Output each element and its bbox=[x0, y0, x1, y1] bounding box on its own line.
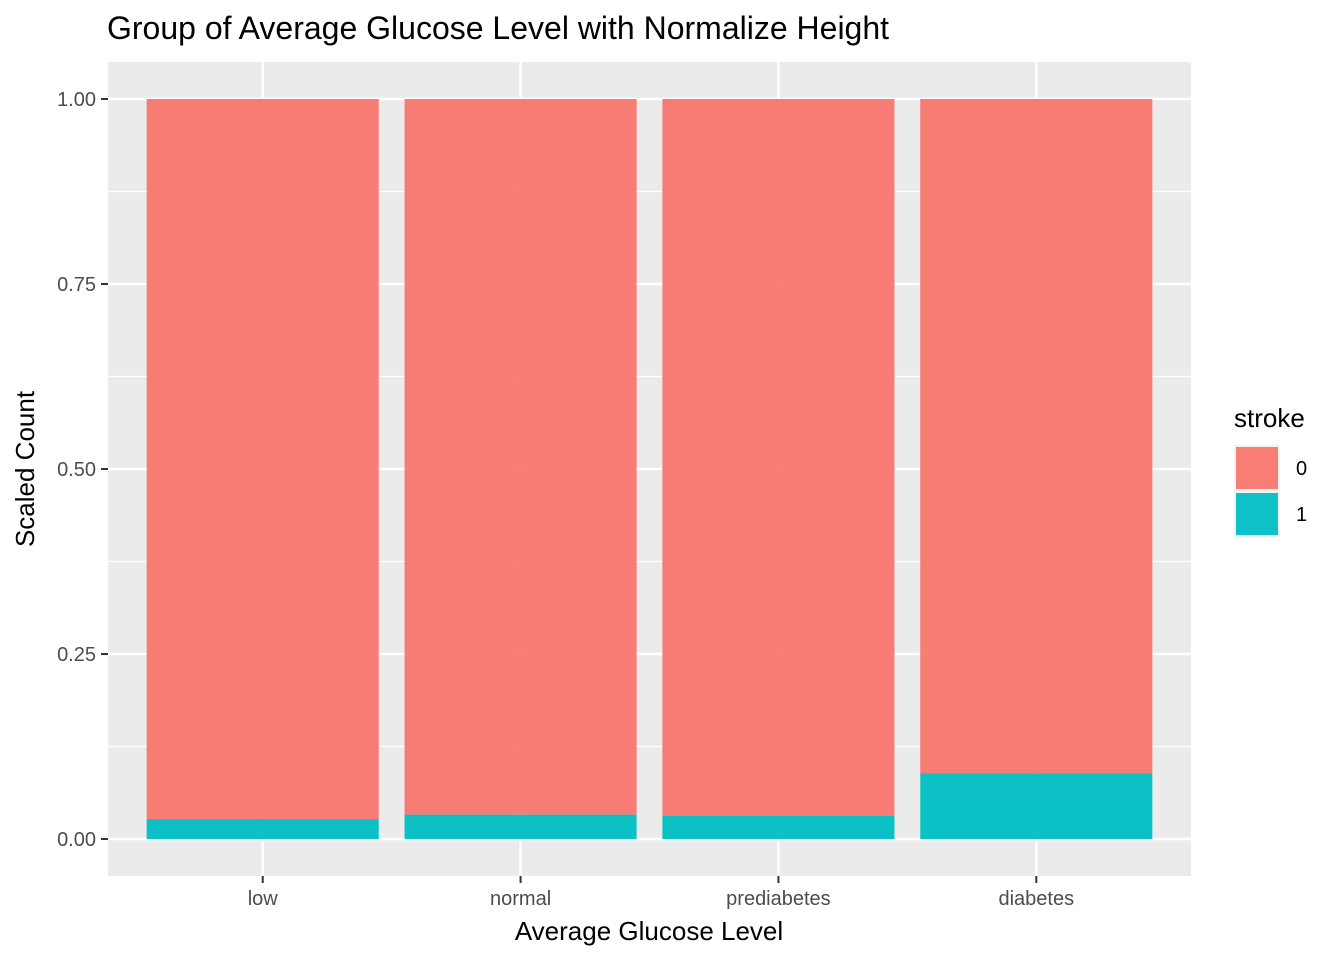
legend-label: 0 bbox=[1296, 458, 1307, 480]
y-axis-title: Scaled Count bbox=[10, 390, 40, 547]
y-tick-label: 0.75 bbox=[57, 274, 96, 296]
bar-diabetes-stroke-1 bbox=[920, 773, 1153, 839]
bar-prediabetes-stroke-1 bbox=[662, 815, 895, 839]
legend: stroke 0 1 bbox=[1234, 403, 1307, 537]
x-axis-title: Average Glucose Level bbox=[515, 916, 783, 946]
x-tick-label: prediabetes bbox=[726, 888, 831, 910]
y-tick-label: 0.50 bbox=[57, 459, 96, 481]
y-tick-label: 0.25 bbox=[57, 644, 96, 666]
bars bbox=[146, 99, 1153, 839]
legend-key-swatch bbox=[1236, 493, 1278, 535]
x-tick-label: low bbox=[248, 888, 279, 910]
bar-diabetes-stroke-0 bbox=[920, 99, 1153, 774]
y-tick-label: 1.00 bbox=[57, 89, 96, 111]
legend-title: stroke bbox=[1234, 403, 1305, 433]
x-tick-label: normal bbox=[490, 888, 551, 910]
bar-low-stroke-1 bbox=[146, 819, 379, 839]
bar-low-stroke-0 bbox=[146, 99, 379, 820]
legend-key-swatch bbox=[1236, 447, 1278, 489]
y-tick-label: 0.00 bbox=[57, 829, 96, 851]
x-tick-label: diabetes bbox=[998, 888, 1074, 910]
y-axis: 0.00 0.25 0.50 0.75 1.00 bbox=[57, 89, 108, 851]
legend-label: 1 bbox=[1296, 504, 1307, 526]
chart-title: Group of Average Glucose Level with Norm… bbox=[107, 10, 889, 46]
bar-prediabetes-stroke-0 bbox=[662, 99, 895, 816]
bar-normal-stroke-1 bbox=[404, 814, 637, 839]
bar-normal-stroke-0 bbox=[404, 99, 637, 815]
x-axis: low normal prediabetes diabetes bbox=[248, 876, 1074, 910]
